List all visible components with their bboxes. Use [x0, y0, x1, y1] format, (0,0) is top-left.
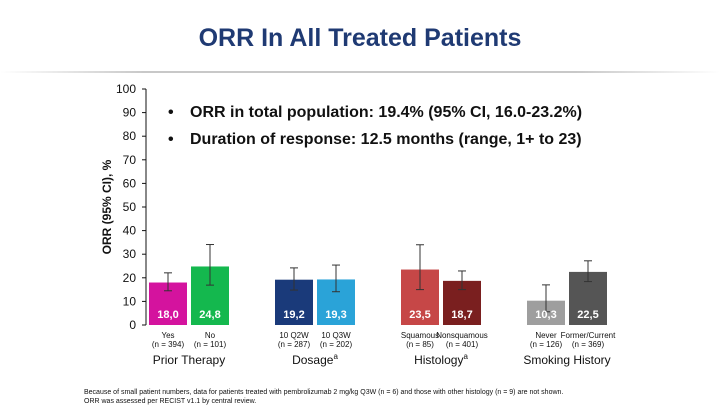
- category-n-label: (n = 85): [406, 340, 434, 349]
- y-tick-label: 80: [123, 129, 137, 143]
- bar-value-label: 24,8: [199, 309, 220, 321]
- bullet-duration: Duration of response: 12.5 months (range…: [168, 126, 582, 153]
- category-n-label: (n = 101): [194, 340, 227, 349]
- bullet-orr-total: ORR in total population: 19.4% (95% CI, …: [168, 99, 582, 126]
- y-tick-label: 70: [123, 153, 137, 167]
- category-label: Nonsquamous: [436, 331, 488, 340]
- category-label: Former/Current: [561, 331, 616, 340]
- group-label: Smoking History: [523, 353, 610, 367]
- bar-value-label: 10,3: [535, 309, 556, 321]
- y-tick-label: 50: [123, 200, 137, 214]
- footnote-small-numbers: Because of small patient numbers, data f…: [84, 389, 564, 396]
- category-n-label: (n = 394): [152, 340, 185, 349]
- summary-bullets: ORR in total population: 19.4% (95% CI, …: [168, 99, 582, 153]
- y-tick-label: 90: [123, 106, 137, 120]
- slide-title: ORR In All Treated Patients: [198, 24, 522, 52]
- y-tick-label: 100: [116, 82, 136, 96]
- bar-value-label: 18,7: [451, 309, 472, 321]
- category-n-label: (n = 287): [278, 340, 311, 349]
- y-tick-label: 30: [123, 247, 137, 261]
- bar-value-label: 22,5: [577, 309, 598, 321]
- y-tick-label: 40: [123, 224, 137, 238]
- category-label: Never: [535, 331, 557, 340]
- bar-value-label: 19,2: [283, 309, 304, 321]
- category-n-label: (n = 126): [530, 340, 563, 349]
- y-tick-label: 10: [123, 294, 137, 308]
- category-label: No: [205, 331, 216, 340]
- category-n-label: (n = 401): [446, 340, 479, 349]
- footnotes: Because of small patient numbers, data f…: [84, 388, 563, 406]
- y-axis-title: ORR (95% CI), %: [100, 159, 114, 254]
- category-label: 10 Q3W: [321, 331, 351, 340]
- category-label: Squamous: [401, 331, 439, 340]
- bar-value-label: 18,0: [157, 309, 178, 321]
- group-label: Dosagea: [292, 352, 338, 367]
- category-label: 10 Q2W: [279, 331, 309, 340]
- category-label: Yes: [161, 331, 174, 340]
- y-tick-label: 60: [123, 176, 137, 190]
- bar-value-label: 19,3: [325, 309, 346, 321]
- bar-value-label: 23,5: [409, 309, 430, 321]
- footnote-recist: ORR was assessed per RECIST v1.1 by cent…: [84, 398, 257, 405]
- category-n-label: (n = 202): [320, 340, 353, 349]
- title-divider: [0, 71, 720, 73]
- group-label: Histologya: [414, 352, 468, 367]
- y-tick-label: 0: [129, 318, 136, 332]
- group-label: Prior Therapy: [153, 353, 225, 367]
- y-tick-label: 20: [123, 271, 137, 285]
- category-n-label: (n = 369): [572, 340, 605, 349]
